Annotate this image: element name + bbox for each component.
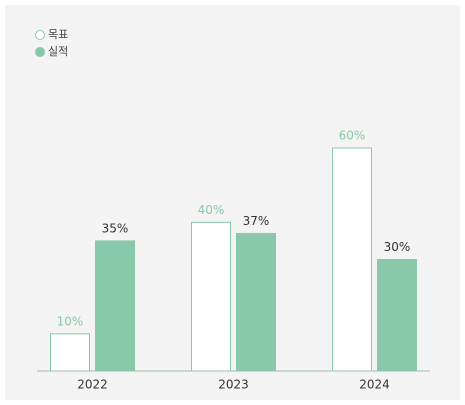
legend-label: 실적 xyxy=(48,45,68,58)
data-label: 40% xyxy=(198,203,225,217)
bar xyxy=(332,147,372,372)
x-tick-label: 2024 xyxy=(359,378,390,392)
legend-marker xyxy=(35,47,45,57)
data-label: 60% xyxy=(339,129,366,143)
bar xyxy=(95,240,135,372)
data-label: 37% xyxy=(243,214,270,228)
legend-marker xyxy=(35,30,45,40)
x-tick-label: 2022 xyxy=(77,378,108,392)
data-label: 10% xyxy=(57,314,84,328)
bar xyxy=(377,259,417,372)
bar xyxy=(191,221,231,372)
data-label: 30% xyxy=(384,240,411,254)
bar xyxy=(50,333,90,372)
bar xyxy=(236,232,276,372)
legend-label: 목표 xyxy=(48,28,68,41)
data-label: 35% xyxy=(102,221,129,235)
x-tick-label: 2023 xyxy=(218,378,249,392)
